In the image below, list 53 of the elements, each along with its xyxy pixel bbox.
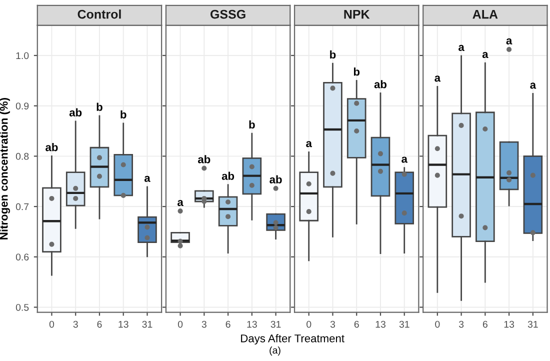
annotation: a bbox=[482, 52, 488, 58]
x-tick-label: 6 bbox=[226, 320, 230, 328]
annotation: ab bbox=[46, 143, 58, 152]
x-tick-label: 31 bbox=[528, 320, 538, 328]
annotation: b bbox=[120, 110, 126, 118]
y-tick-label: 0.5 bbox=[16, 304, 29, 311]
annotation: b bbox=[354, 68, 360, 76]
x-tick-label: 13 bbox=[376, 320, 386, 328]
x-tick-label: 13 bbox=[118, 320, 128, 328]
annotation: a bbox=[434, 76, 441, 82]
y-tick-label: 1.0 bbox=[16, 52, 29, 60]
text: (a) bbox=[270, 346, 280, 356]
annotation: a bbox=[530, 82, 536, 89]
x-tick-label: 0 bbox=[306, 320, 312, 328]
annotation: ab bbox=[374, 80, 387, 88]
x-tick-label: 6 bbox=[482, 320, 488, 328]
x-tick-label: 6 bbox=[97, 320, 102, 328]
x-tick-label: 3 bbox=[202, 320, 206, 328]
x-tick-label: 31 bbox=[399, 320, 410, 328]
x-tick-label: 3 bbox=[330, 320, 336, 328]
annotation: a bbox=[178, 200, 184, 206]
x-tick-label: 13 bbox=[504, 320, 514, 328]
annotation: ab bbox=[222, 172, 234, 180]
y-tick-label: 0.7 bbox=[16, 203, 29, 210]
annotation: a bbox=[306, 141, 312, 148]
annotation: ab bbox=[69, 108, 82, 116]
x-tick-label: 6 bbox=[354, 320, 359, 328]
y-axis-title: Nitrogen concentration (%) bbox=[0, 98, 10, 240]
x-tick-label: 13 bbox=[247, 320, 257, 328]
annotation: ab bbox=[198, 155, 210, 164]
annotation: a bbox=[506, 38, 512, 44]
y-tick-label: 0.8 bbox=[16, 152, 29, 160]
x-tick-label: 0 bbox=[178, 320, 183, 328]
chart-title: NPK bbox=[344, 10, 370, 19]
x-tick-label: 3 bbox=[73, 320, 78, 328]
annotation: a bbox=[458, 44, 464, 52]
annotation: a bbox=[144, 176, 150, 182]
annotation: b bbox=[96, 102, 102, 111]
chart-title: GSSG bbox=[210, 10, 246, 19]
y-tick-label: 0.6 bbox=[16, 254, 29, 260]
annotation: b bbox=[249, 120, 255, 129]
x-tick-label: 3 bbox=[458, 320, 464, 328]
annotation: ab bbox=[270, 175, 282, 184]
x-tick-label: 31 bbox=[270, 320, 281, 328]
chart-title: ALA bbox=[472, 10, 498, 19]
annotation: b bbox=[330, 50, 336, 59]
x-tick-label: 0 bbox=[435, 320, 440, 328]
annotation: a bbox=[402, 156, 408, 163]
y-tick-label: 0.9 bbox=[16, 102, 29, 110]
x-tick-label: 0 bbox=[49, 320, 54, 328]
chart-title: Control bbox=[78, 10, 121, 19]
x-tick-label: 31 bbox=[142, 320, 152, 328]
x-axis-title: Days After Treatment bbox=[241, 334, 344, 345]
